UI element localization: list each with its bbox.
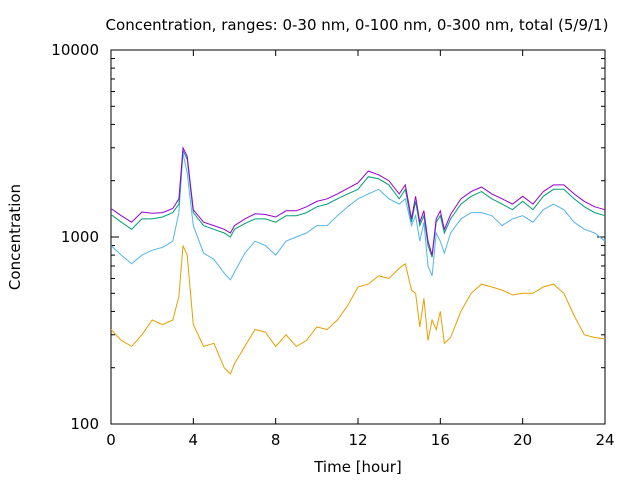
x-tick-label: 20 [513, 431, 532, 449]
chart-title: Concentration, ranges: 0-30 nm, 0-100 nm… [106, 16, 609, 34]
y-tick-label: 1000 [61, 228, 99, 246]
x-tick-label: 12 [348, 431, 367, 449]
y-axis-label: Concentration [6, 184, 24, 290]
series-line-range-0-300 [110, 148, 606, 258]
x-tick-label: 0 [106, 431, 116, 449]
y-axis: 100 1000 10000 [51, 41, 605, 433]
x-tick-label: 4 [189, 431, 199, 449]
x-axis: 0 4 8 12 16 20 24 [106, 50, 615, 449]
x-tick-label: 8 [271, 431, 281, 449]
series-line-range-0-30 [110, 245, 606, 375]
plot-frame [110, 49, 606, 425]
series-group [110, 145, 606, 375]
series-line-range-0-100 [110, 153, 606, 281]
x-axis-label: Time [hour] [313, 458, 402, 476]
y-tick-label: 100 [70, 415, 99, 433]
series-line-total [110, 145, 606, 256]
x-tick-label: 16 [431, 431, 450, 449]
y-tick-label: 10000 [51, 41, 99, 59]
x-tick-label: 24 [595, 431, 614, 449]
